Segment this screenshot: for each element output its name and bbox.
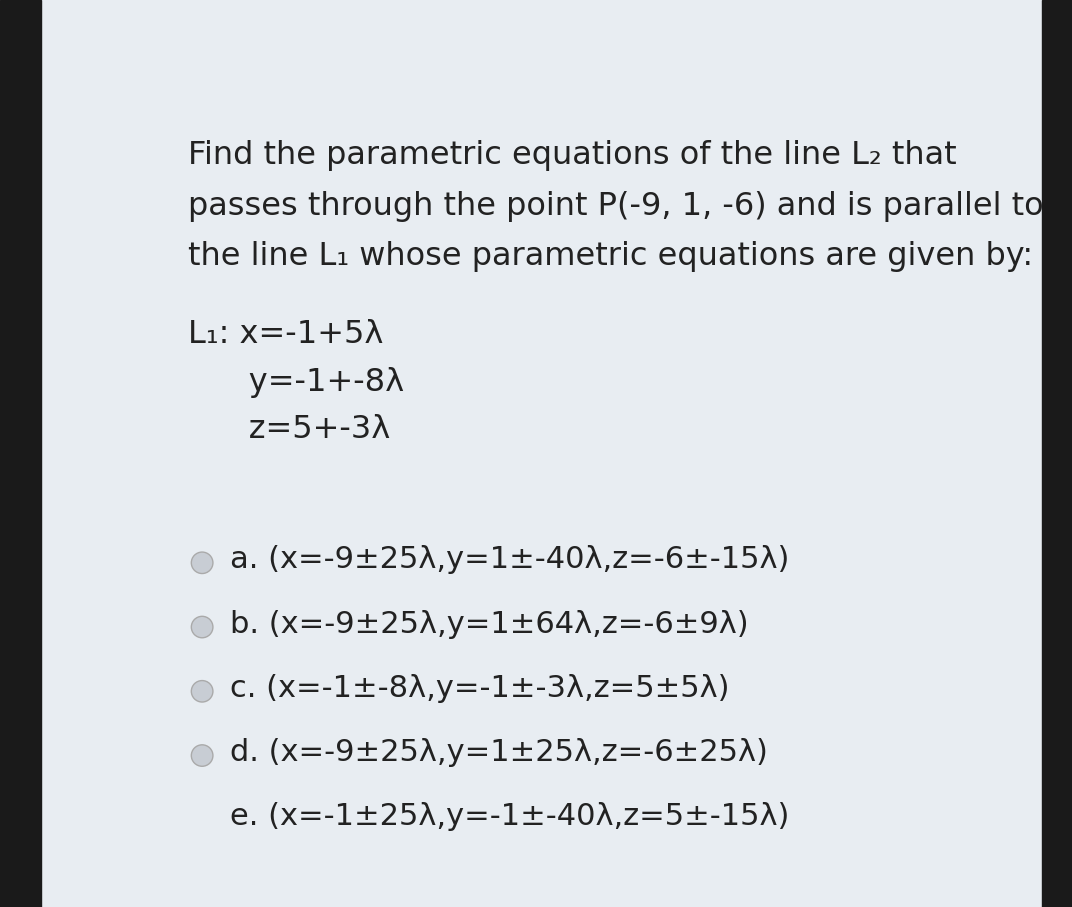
- Text: d. (x=-9±25λ,y=1±25λ,z=-6±25λ): d. (x=-9±25λ,y=1±25λ,z=-6±25λ): [229, 738, 768, 767]
- Ellipse shape: [191, 745, 213, 766]
- Ellipse shape: [191, 809, 213, 831]
- Text: passes through the point P(-9, 1, -6) and is parallel to: passes through the point P(-9, 1, -6) an…: [188, 190, 1044, 221]
- Text: the line L₁ whose parametric equations are given by:: the line L₁ whose parametric equations a…: [188, 241, 1033, 272]
- Text: a. (x=-9±25λ,y=1±-40λ,z=-6±-15λ): a. (x=-9±25λ,y=1±-40λ,z=-6±-15λ): [229, 545, 789, 574]
- Text: Find the parametric equations of the line L₂ that: Find the parametric equations of the lin…: [188, 141, 956, 171]
- Text: e. (x=-1±25λ,y=-1±-40λ,z=5±-15λ): e. (x=-1±25λ,y=-1±-40λ,z=5±-15λ): [229, 803, 789, 832]
- Text: L₁: x=-1+5λ: L₁: x=-1+5λ: [188, 319, 384, 350]
- Ellipse shape: [191, 617, 213, 638]
- Text: b. (x=-9±25λ,y=1±64λ,z=-6±9λ): b. (x=-9±25λ,y=1±64λ,z=-6±9λ): [229, 610, 748, 639]
- Ellipse shape: [191, 680, 213, 702]
- Text: z=5+-3λ: z=5+-3λ: [188, 414, 390, 445]
- Text: c. (x=-1±-8λ,y=-1±-3λ,z=5±5λ): c. (x=-1±-8λ,y=-1±-3λ,z=5±5λ): [229, 674, 729, 703]
- Text: y=-1+-8λ: y=-1+-8λ: [188, 366, 404, 397]
- Ellipse shape: [191, 552, 213, 573]
